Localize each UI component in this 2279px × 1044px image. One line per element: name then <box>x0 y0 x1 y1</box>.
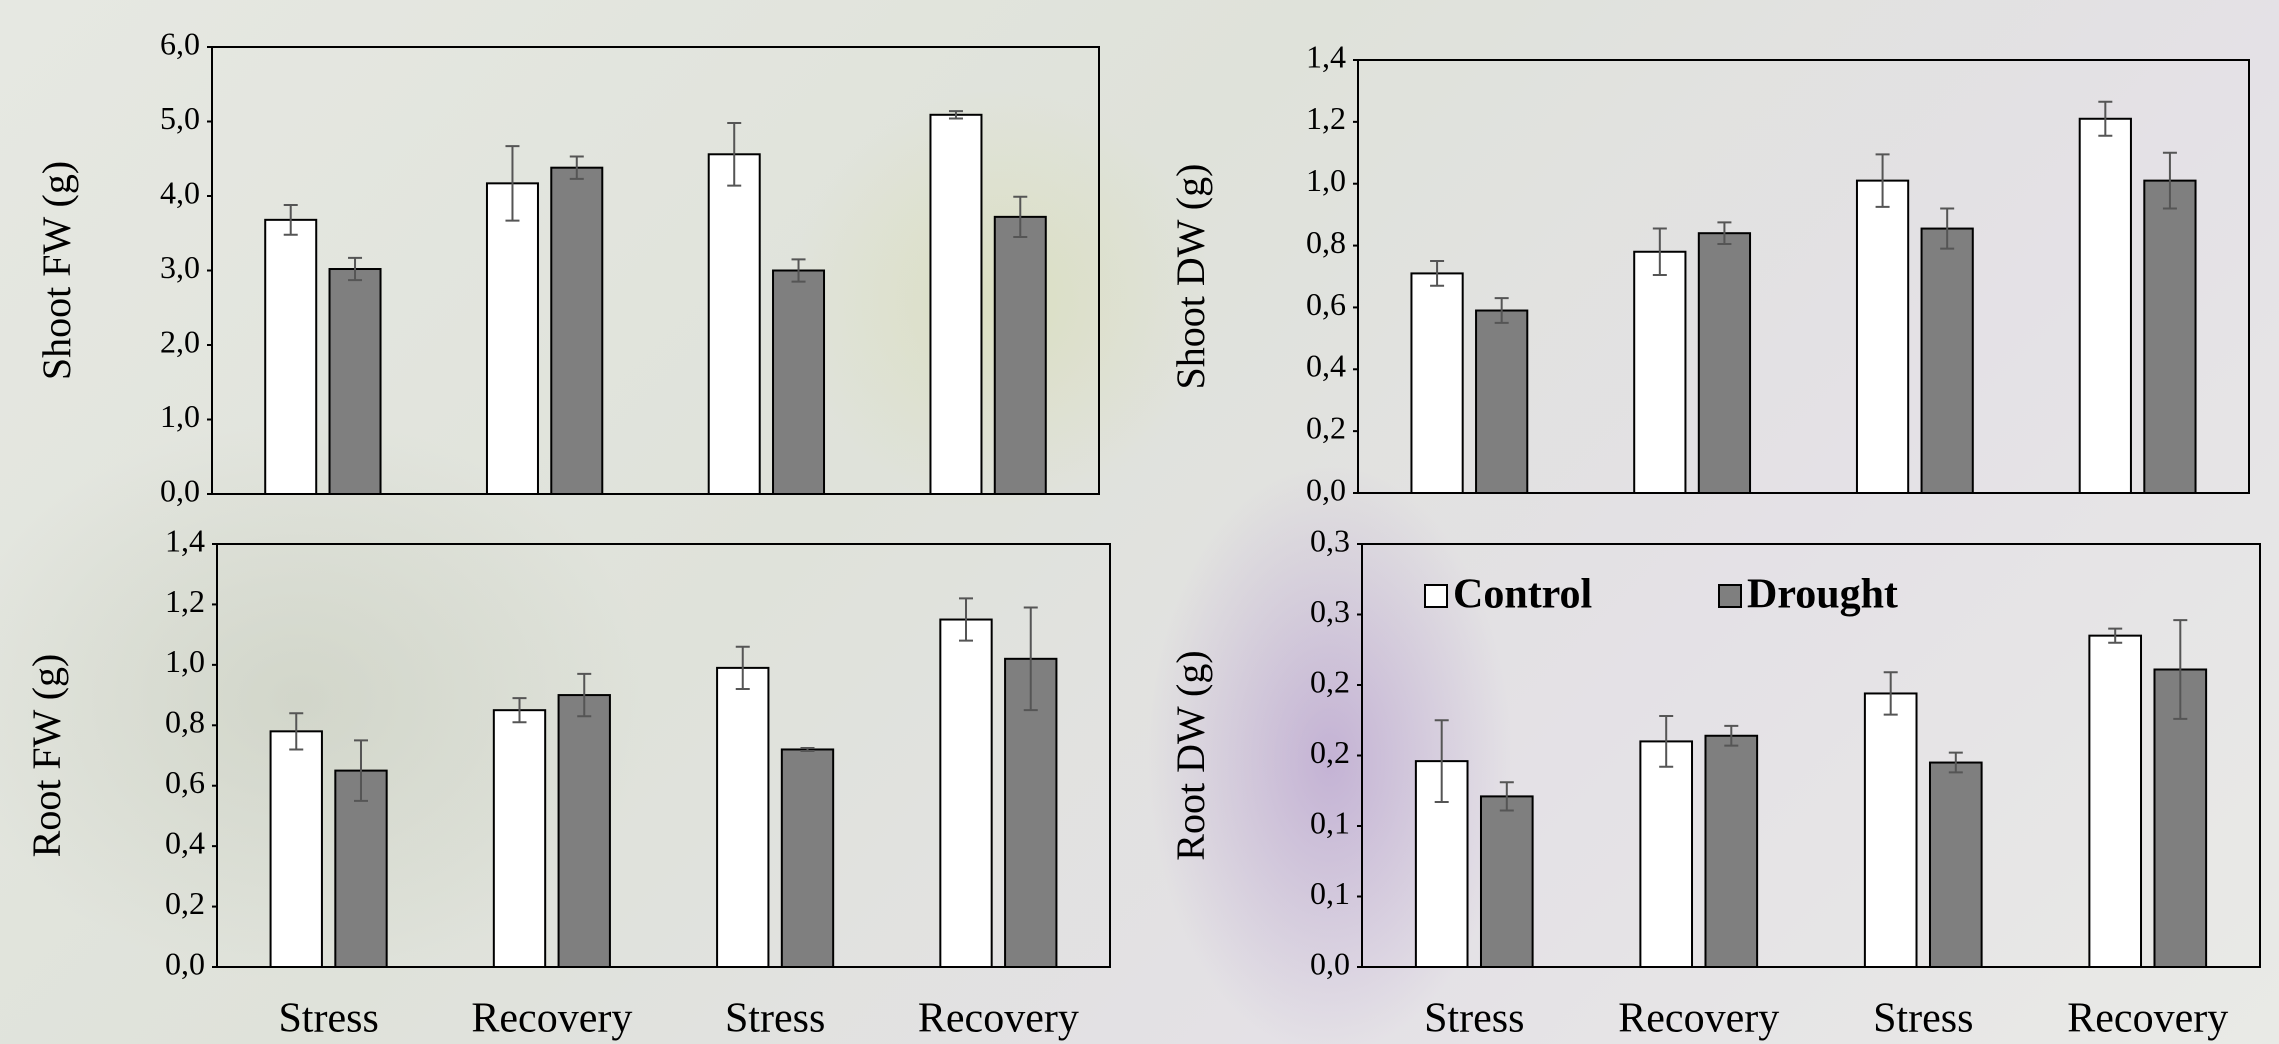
y-tick-label: 1,0 <box>1306 162 1346 198</box>
bar <box>1634 252 1685 493</box>
bar <box>2144 181 2195 493</box>
y-axis-title: Root FW (g) <box>24 654 69 858</box>
page: {"chart_data": [ {"type": "bar", "ylabel… <box>0 0 2279 1044</box>
bar <box>940 620 991 967</box>
y-tick-label: 0,6 <box>1306 286 1346 322</box>
bar <box>551 168 602 494</box>
y-axis-title: Shoot DW (g) <box>1168 164 1213 390</box>
x-tick-label: Stress <box>1424 996 1524 1042</box>
y-tick-label: 1,0 <box>165 643 205 679</box>
x-tick-label: Stress <box>725 996 825 1042</box>
bar <box>2080 119 2131 493</box>
y-tick-label: 0,2 <box>1310 663 1350 699</box>
bar <box>995 217 1046 494</box>
bar <box>487 183 538 494</box>
bar <box>265 220 316 494</box>
bar <box>1699 233 1750 493</box>
y-tick-label: 0,2 <box>165 885 205 921</box>
y-tick-label: 5,0 <box>160 100 200 136</box>
x-tick-label: Recovery <box>471 996 632 1042</box>
legend-swatch <box>1425 585 1447 607</box>
y-tick-label: 1,0 <box>160 398 200 434</box>
bar <box>330 269 381 494</box>
y-tick-label: 0,6 <box>165 764 205 800</box>
y-tick-label: 0,0 <box>1306 471 1346 507</box>
y-tick-label: 3,0 <box>160 249 200 285</box>
bar <box>271 731 322 967</box>
y-tick-label: 4,0 <box>160 174 200 210</box>
bar <box>709 154 760 494</box>
x-tick-label: Stress <box>1873 996 1973 1042</box>
y-tick-label: 0,3 <box>1310 593 1350 629</box>
x-tick-label: Recovery <box>1618 996 1779 1042</box>
y-tick-label: 0,0 <box>160 472 200 508</box>
y-tick-label: 2,0 <box>160 323 200 359</box>
bar <box>1857 181 1908 493</box>
x-tick-label: Stress <box>278 996 378 1042</box>
y-tick-label: 1,2 <box>1306 100 1346 136</box>
y-axis-title: Shoot FW (g) <box>34 161 79 380</box>
bar <box>1930 763 1982 967</box>
bar <box>1640 741 1692 967</box>
charts: 0,0 1,0 2,0 3,0 4,0 5,0 6,0 Shoot FW (g) 0,0 0,2 0… <box>0 0 2279 1044</box>
y-tick-label: 1,2 <box>165 583 205 619</box>
bar <box>559 695 610 967</box>
bar <box>1476 311 1527 493</box>
y-tick-label: 0,0 <box>165 945 205 981</box>
y-tick-label: 1,4 <box>165 522 205 558</box>
legend-swatch <box>1719 585 1741 607</box>
legend-label: Drought <box>1747 572 1898 618</box>
y-tick-label: 0,1 <box>1310 875 1350 911</box>
y-tick-label: 0,4 <box>165 824 205 860</box>
y-tick-label: 0,2 <box>1306 409 1346 445</box>
bar <box>782 749 833 967</box>
bar <box>1865 693 1917 967</box>
x-tick-label: Recovery <box>918 996 1079 1042</box>
bar <box>2089 636 2141 967</box>
bar <box>930 115 981 494</box>
y-tick-label: 0,3 <box>1310 522 1350 558</box>
y-tick-label: 1,4 <box>1306 38 1346 74</box>
y-axis-title: Root DW (g) <box>1168 650 1213 860</box>
bar <box>773 271 824 495</box>
legend-label: Control <box>1453 572 1592 618</box>
x-tick-label: Recovery <box>2067 996 2228 1042</box>
bar <box>1481 796 1533 967</box>
y-tick-label: 0,0 <box>1310 945 1350 981</box>
y-tick-label: 0,8 <box>1306 224 1346 260</box>
y-tick-label: 0,8 <box>165 704 205 740</box>
y-tick-label: 0,4 <box>1306 348 1346 384</box>
bar <box>1705 736 1757 967</box>
bar <box>494 710 545 967</box>
y-tick-label: 0,2 <box>1310 734 1350 770</box>
bar <box>1411 273 1462 493</box>
y-tick-label: 6,0 <box>160 25 200 61</box>
bar <box>1922 229 1973 493</box>
y-tick-label: 0,1 <box>1310 804 1350 840</box>
bar <box>717 668 768 967</box>
